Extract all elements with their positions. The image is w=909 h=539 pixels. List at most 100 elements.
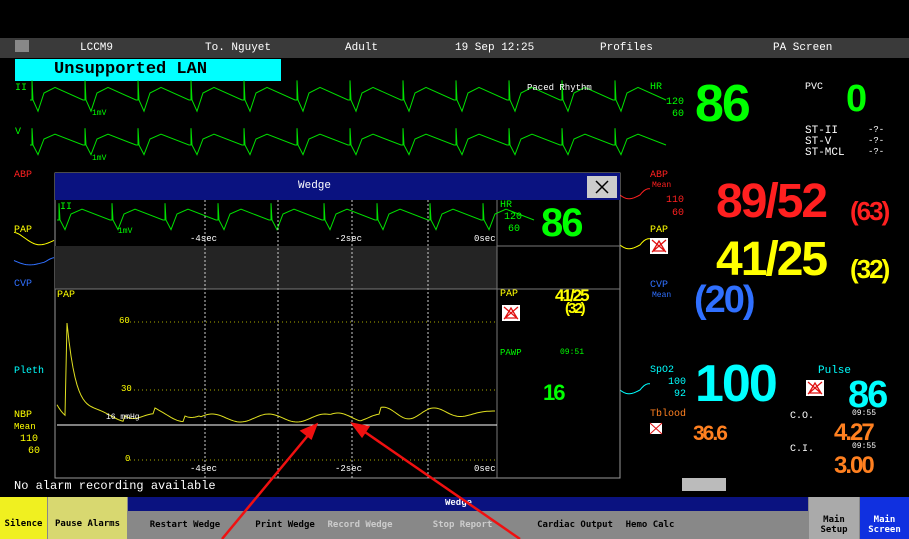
- label: 86: [695, 75, 751, 133]
- ecg-wave: [30, 128, 667, 156]
- alert-text: Unsupported LAN: [54, 60, 208, 79]
- label: ST-V: [805, 136, 832, 148]
- label: HR: [500, 200, 513, 211]
- label: To. Nguyet: [205, 42, 272, 54]
- label: 1mV: [118, 227, 133, 236]
- label: (32): [850, 254, 890, 284]
- button[interactable]: Main Setup: [820, 515, 848, 535]
- label: PVC: [805, 82, 824, 93]
- label: 09:55: [852, 409, 877, 418]
- label: 110: [20, 434, 39, 445]
- label: 36.6: [693, 422, 728, 445]
- alert-banner: [15, 59, 281, 81]
- label: PAP: [14, 225, 33, 236]
- label: Pleth: [14, 366, 45, 377]
- pause-bg: [48, 497, 127, 539]
- label: C.I.: [790, 444, 815, 455]
- label: 0: [125, 454, 131, 464]
- button[interactable]: Hemo Calc: [625, 519, 675, 530]
- button[interactable]: Cardiac Output: [537, 519, 613, 530]
- label: 1mV: [92, 154, 107, 163]
- button[interactable]: Record Wedge: [327, 519, 393, 530]
- label: PAWP: [500, 348, 522, 358]
- label: (32): [565, 300, 586, 317]
- wedge-dialog: [54, 172, 621, 479]
- button[interactable]: Stop Report: [432, 519, 493, 530]
- label: 100: [695, 355, 778, 413]
- label: -?-: [868, 125, 885, 135]
- label: 60: [119, 316, 130, 326]
- label: 1mV: [92, 109, 107, 118]
- label: Tblood: [650, 409, 687, 420]
- dialog-title-bar: [55, 173, 620, 200]
- dialog-gap: [55, 246, 497, 289]
- button[interactable]: Main Screen: [868, 515, 901, 535]
- label: Wedge: [298, 180, 332, 192]
- label: 92: [674, 389, 687, 400]
- label: ABP: [14, 170, 33, 181]
- label: 120: [666, 97, 685, 108]
- button[interactable]: Silence: [4, 519, 43, 530]
- group-title: Wedge: [445, 498, 473, 508]
- label: 60: [672, 208, 685, 219]
- label: CVP: [650, 280, 669, 291]
- label: 60: [508, 224, 521, 235]
- label: 16 mmHg: [106, 413, 140, 422]
- label: (20): [694, 279, 756, 321]
- label: Paced Rhythm: [527, 83, 592, 93]
- label: PAP: [57, 290, 76, 301]
- label: Mean: [652, 291, 672, 300]
- label: ABP: [650, 170, 669, 181]
- label: 60: [28, 446, 41, 457]
- label: 100: [668, 377, 687, 388]
- label: 89/52: [716, 175, 828, 228]
- button[interactable]: Restart Wedge: [149, 519, 221, 530]
- annotation-arrows: [221, 422, 521, 539]
- setup-bg: [809, 497, 859, 539]
- label: -2sec: [335, 464, 363, 474]
- label: LCCM9: [80, 42, 114, 54]
- pap-wave: [619, 238, 650, 250]
- label: 86: [541, 201, 583, 245]
- label: -?-: [868, 147, 885, 157]
- label: PA Screen: [773, 42, 833, 54]
- label: -?-: [868, 136, 885, 146]
- ecg-wave: [30, 80, 667, 113]
- label: -4sec: [190, 234, 218, 244]
- label: ST-II: [805, 125, 839, 137]
- label: ST-MCL: [805, 147, 845, 159]
- screen-bg: [860, 497, 909, 539]
- pleth-wave: [619, 383, 650, 395]
- label: PAP: [650, 225, 669, 236]
- pap-wave: [13, 231, 55, 246]
- label: II: [60, 202, 73, 213]
- label: 09:51: [560, 348, 585, 357]
- label: 86: [848, 374, 888, 416]
- label: 09:55: [852, 442, 877, 451]
- label: 16: [543, 380, 566, 405]
- label: 0: [846, 78, 867, 120]
- pap-trace: [56, 322, 495, 423]
- alarm-off-icon: [649, 422, 663, 435]
- label: Profiles: [600, 42, 653, 54]
- alarm-off-icon: [503, 306, 519, 320]
- label: 0sec: [474, 234, 496, 244]
- alarm-off-icon: [807, 381, 823, 395]
- label: Pulse: [818, 365, 852, 377]
- keyboard-icon[interactable]: [682, 478, 726, 491]
- label: (63): [850, 196, 890, 226]
- label: C.O.: [790, 411, 815, 422]
- button[interactable]: Pause Alarms: [54, 519, 121, 530]
- label: 3.00: [834, 452, 875, 479]
- top-bar: [0, 38, 909, 58]
- label: Adult: [345, 42, 379, 54]
- abp-wave: [619, 188, 650, 200]
- label: 4.27: [834, 419, 875, 446]
- button[interactable]: Print Wedge: [255, 519, 315, 530]
- label: 41/25: [555, 286, 590, 305]
- label: 120: [504, 212, 523, 223]
- label: 0sec: [474, 464, 496, 474]
